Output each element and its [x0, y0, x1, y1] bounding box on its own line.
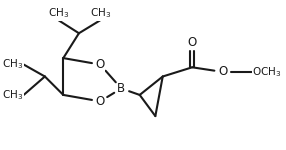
- Text: OCH$_3$: OCH$_3$: [252, 65, 281, 79]
- Text: CH$_3$: CH$_3$: [3, 58, 24, 71]
- Text: O: O: [218, 65, 227, 78]
- Text: O: O: [96, 95, 105, 108]
- Text: O: O: [188, 36, 197, 49]
- Text: O: O: [96, 58, 105, 71]
- Text: CH$_3$: CH$_3$: [90, 7, 111, 20]
- Text: B: B: [117, 82, 125, 95]
- Text: CH$_3$: CH$_3$: [48, 7, 69, 20]
- Text: CH$_3$: CH$_3$: [3, 88, 24, 102]
